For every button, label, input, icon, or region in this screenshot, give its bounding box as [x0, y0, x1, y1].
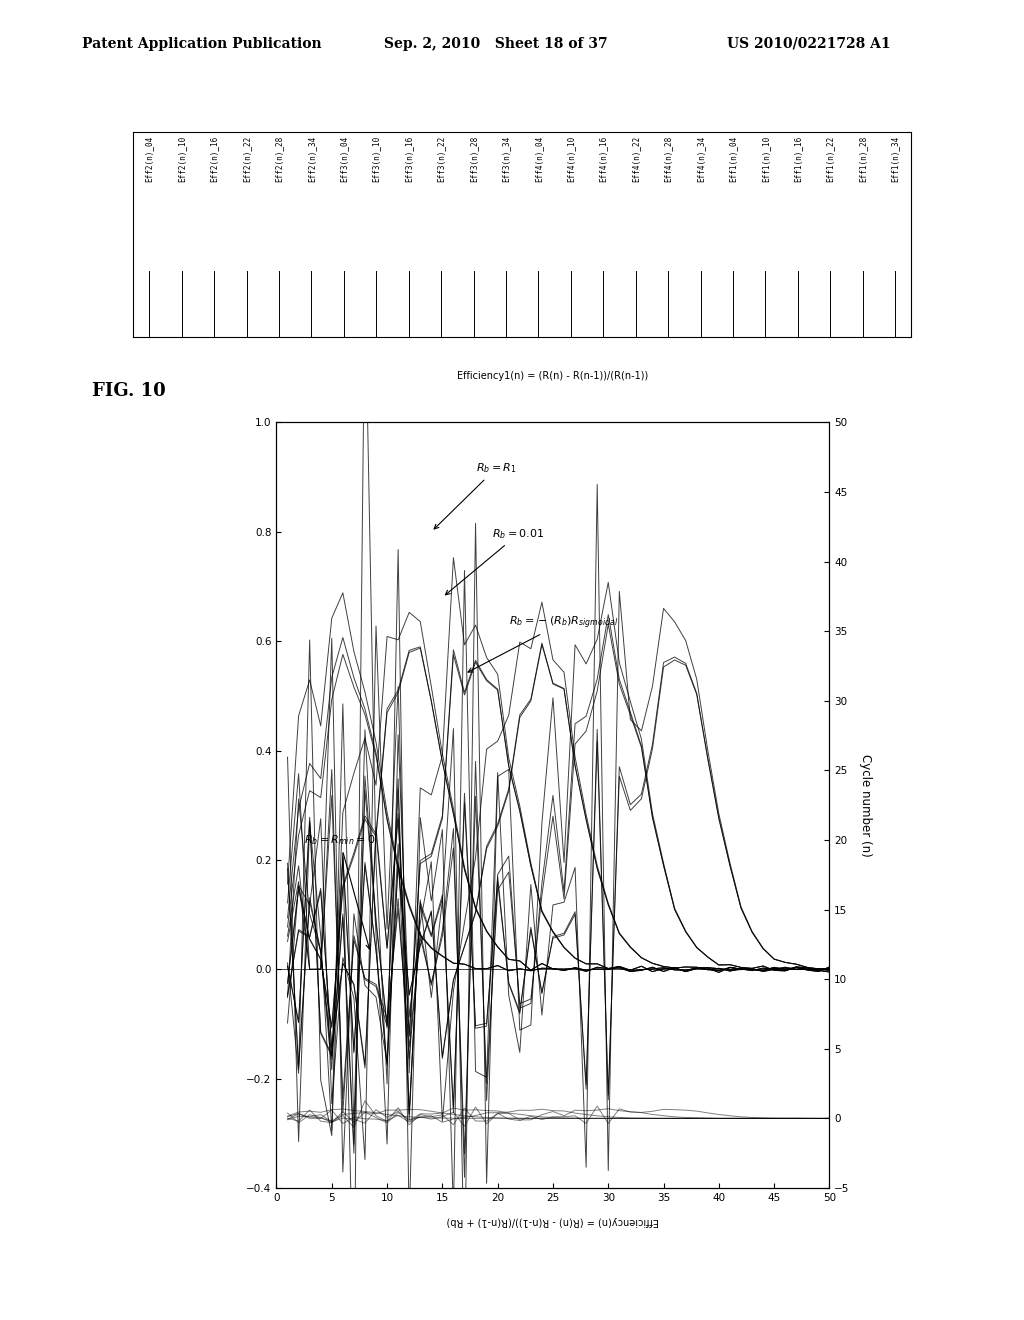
Text: $R_b= 0.01$: $R_b= 0.01$ — [445, 527, 545, 595]
Text: Eff3(n)_34: Eff3(n)_34 — [502, 136, 511, 182]
Text: Eff2(n)_10: Eff2(n)_10 — [177, 136, 186, 182]
Text: Eff2(n)_34: Eff2(n)_34 — [307, 136, 316, 182]
Text: FIG. 10: FIG. 10 — [92, 381, 166, 400]
Text: Eff3(n)_28: Eff3(n)_28 — [469, 136, 478, 182]
Text: Efficiency1(n) = (R(n) - R(n-1))/(R(n-1)): Efficiency1(n) = (R(n) - R(n-1))/(R(n-1)… — [458, 371, 648, 381]
Text: Eff2(n)_28: Eff2(n)_28 — [274, 136, 284, 182]
Text: Eff4(n)_22: Eff4(n)_22 — [631, 136, 640, 182]
Text: $R_b= R_1$: $R_b= R_1$ — [434, 462, 516, 529]
Text: Eff4(n)_16: Eff4(n)_16 — [599, 136, 608, 182]
Text: Eff1(n)_34: Eff1(n)_34 — [891, 136, 900, 182]
Text: Eff4(n)_28: Eff4(n)_28 — [664, 136, 673, 182]
Text: Eff2(n)_16: Eff2(n)_16 — [210, 136, 219, 182]
Text: Eff1(n)_22: Eff1(n)_22 — [825, 136, 835, 182]
Text: Eff1(n)_28: Eff1(n)_28 — [858, 136, 867, 182]
Text: $R_b=-(R_b)R_{sigmoidal}$: $R_b=-(R_b)R_{sigmoidal}$ — [468, 614, 617, 672]
Text: Efficiency(n) = (R(n) - R(n-1))/(R(n-1) + Rb): Efficiency(n) = (R(n) - R(n-1))/(R(n-1) … — [446, 1216, 659, 1226]
Text: Eff3(n)_16: Eff3(n)_16 — [404, 136, 414, 182]
Text: Eff4(n)_34: Eff4(n)_34 — [696, 136, 706, 182]
Text: Eff1(n)_16: Eff1(n)_16 — [794, 136, 803, 182]
Text: Sep. 2, 2010   Sheet 18 of 37: Sep. 2, 2010 Sheet 18 of 37 — [384, 37, 607, 50]
Text: US 2010/0221728 A1: US 2010/0221728 A1 — [727, 37, 891, 50]
Text: Eff3(n)_04: Eff3(n)_04 — [339, 136, 348, 182]
Text: Eff1(n)_04: Eff1(n)_04 — [728, 136, 737, 182]
Text: $R_b= R_{min}= 0$: $R_b= R_{min}= 0$ — [304, 833, 376, 949]
Text: Eff2(n)_04: Eff2(n)_04 — [144, 136, 154, 182]
Text: Eff4(n)_10: Eff4(n)_10 — [566, 136, 575, 182]
Text: Eff3(n)_10: Eff3(n)_10 — [372, 136, 381, 182]
Text: Cycle number (n): Cycle number (n) — [859, 754, 871, 857]
Text: Eff1(n)_10: Eff1(n)_10 — [761, 136, 770, 182]
Text: Patent Application Publication: Patent Application Publication — [82, 37, 322, 50]
Text: Eff3(n)_22: Eff3(n)_22 — [436, 136, 445, 182]
Text: Eff2(n)_22: Eff2(n)_22 — [242, 136, 251, 182]
Text: Eff4(n)_04: Eff4(n)_04 — [534, 136, 543, 182]
